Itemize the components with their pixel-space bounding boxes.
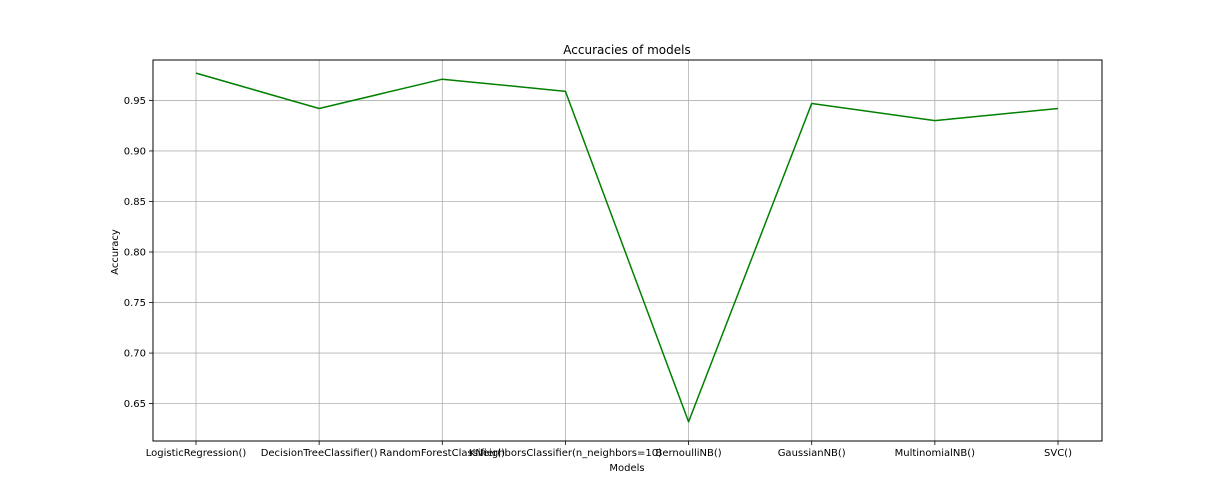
- x-axis-ticks: LogisticRegression() DecisionTreeClassifi…: [146, 441, 1072, 459]
- series-line: [195, 72, 1059, 423]
- y-tick-label: 0.65: [124, 399, 146, 410]
- x-tick-label: RandomForestClassifier(): [380, 448, 506, 459]
- x-tick-label: KNeighborsClassifier(n_neighbors=10): [469, 448, 662, 459]
- y-axis-ticks: 0.65 0.70 0.75 0.80 0.85 0.90 0.95: [124, 96, 153, 410]
- x-tick-label: LogisticRegression(): [146, 448, 247, 459]
- chart-title: Accuracies of models: [563, 43, 690, 57]
- x-tick-label: BernoulliNB(): [655, 448, 721, 459]
- x-tick-label: DecisionTreeClassifier(): [261, 448, 378, 459]
- series-layer: [195, 72, 1059, 423]
- x-tick-label: MultinomialNB(): [895, 448, 976, 459]
- y-tick-label: 0.90: [124, 146, 146, 157]
- grid: [153, 60, 1102, 441]
- x-tick-label: GaussianNB(): [778, 448, 846, 459]
- plot-area-frame: [152, 59, 1103, 442]
- x-axis-label: Models: [609, 463, 644, 474]
- y-tick-label: 0.95: [124, 96, 146, 107]
- x-tick-label: SVC(): [1044, 448, 1072, 459]
- y-tick-label: 0.80: [124, 248, 146, 259]
- y-tick-label: 0.70: [124, 349, 146, 360]
- y-tick-label: 0.75: [124, 298, 146, 309]
- y-tick-label: 0.85: [124, 197, 146, 208]
- y-axis-label: Accuracy: [110, 229, 121, 275]
